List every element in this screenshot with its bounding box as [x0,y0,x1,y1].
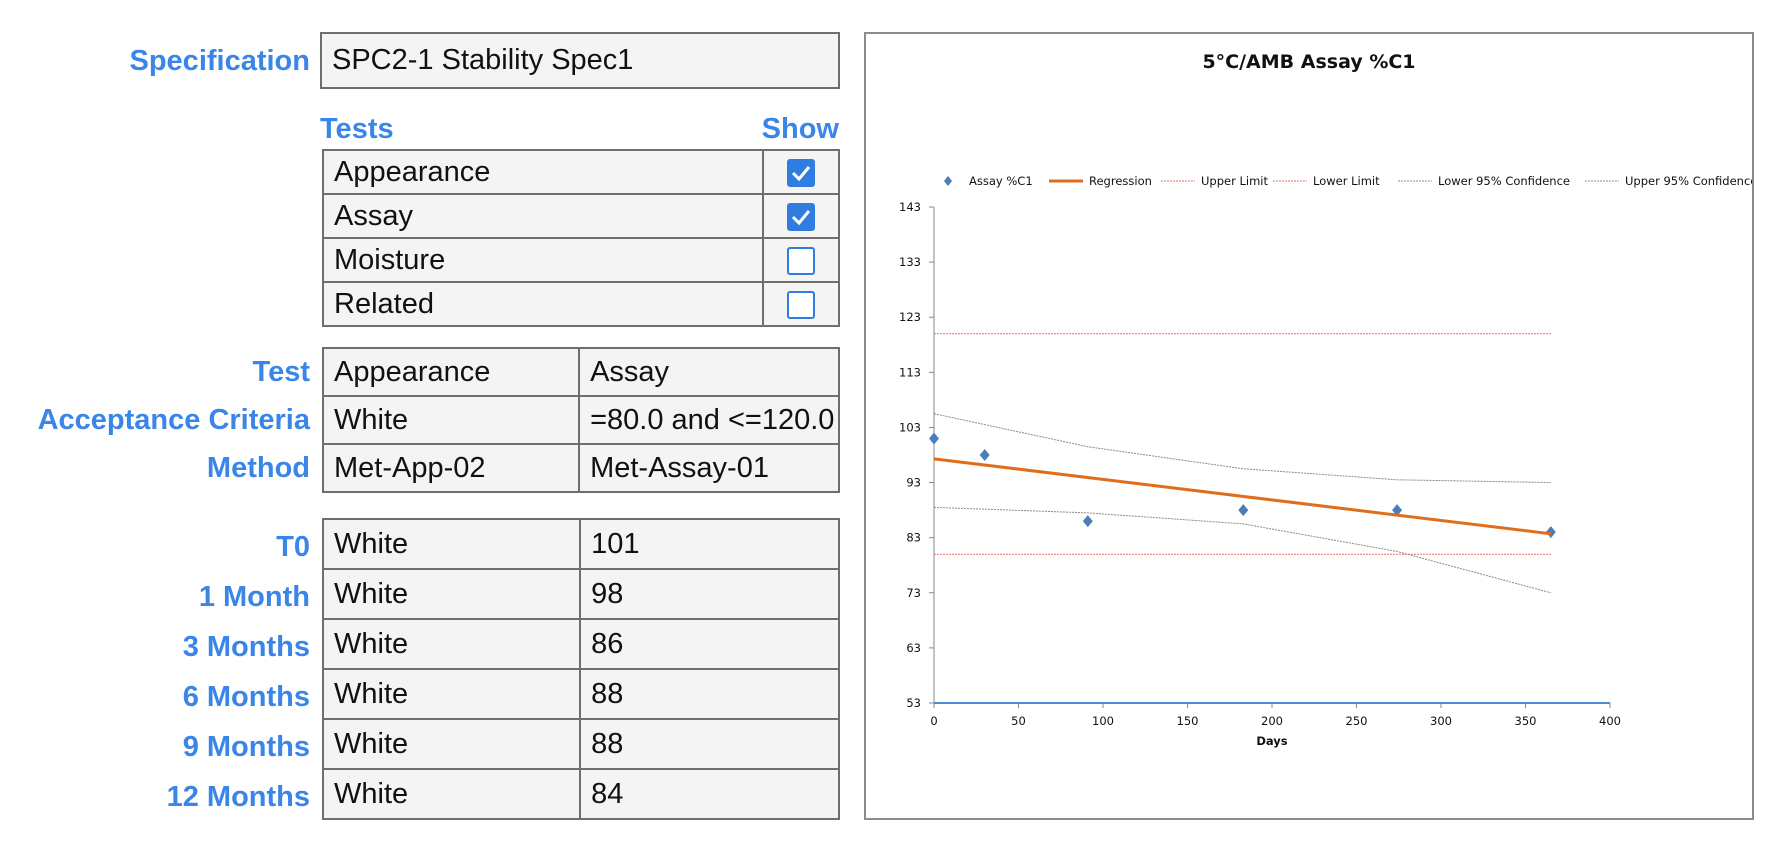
acceptance-criteria-cell: =80.0 and <=120.0 [578,395,840,445]
result-assay-cell: 86 [579,618,840,670]
y-tick-label: 63 [906,641,921,655]
checkmark-icon [791,209,811,225]
result-assay-cell: 88 [579,718,840,770]
y-tick-label: 143 [899,200,921,214]
show-cell [762,281,840,327]
result-assay-cell: 88 [579,668,840,720]
show-checkbox-appearance[interactable] [787,158,815,187]
result-row: White 86 [321,618,840,670]
test-item-label: Moisture [322,237,764,283]
test-name-cell: Assay [578,347,840,397]
x-tick-label: 100 [1092,714,1114,728]
chart-title: 5°C/AMB Assay %C1 [1202,51,1415,73]
legend-label: Upper 95% Confidence [1625,174,1752,188]
x-axis-label: Days [1256,734,1287,748]
acceptance-criteria-cell: White [321,395,581,445]
show-checkbox-assay[interactable] [787,202,815,231]
x-tick-label: 250 [1346,714,1368,728]
x-tick-label: 300 [1430,714,1452,728]
test-row-moisture: Moisture [322,237,840,283]
test-row-assay: Assay [322,193,840,239]
result-appearance-cell: White [321,768,582,820]
x-tick-label: 150 [1177,714,1199,728]
timepoint-label: 12 Months [166,781,310,813]
specification-value: SPC2-1 Stability Spec1 [332,44,634,76]
y-tick-label: 103 [899,420,921,434]
x-tick-label: 350 [1515,714,1537,728]
method-cell: Met-Assay-01 [578,443,840,493]
timepoint-label: 6 Months [182,681,310,713]
specification-label: Specification [129,45,311,77]
result-row: White 88 [321,718,840,770]
legend-swatch [944,176,952,186]
result-appearance-cell: White [321,568,582,620]
data-point-marker [1545,526,1556,539]
test-label: Test [252,356,310,388]
result-assay-cell: 101 [579,518,840,570]
y-tick-label: 73 [906,586,921,600]
checkmark-icon [791,165,811,181]
legend-label: Lower Limit [1313,174,1380,188]
test-item-label: Appearance [322,149,764,195]
legend-label: Assay %C1 [969,174,1033,188]
test-details-table: Appearance Assay White =80.0 and <=120.0… [321,347,840,493]
result-row: White 101 [321,518,840,570]
timepoint-label: 1 Month [198,581,310,613]
acceptance-criteria-label: Acceptance Criteria [37,404,310,436]
result-appearance-cell: White [321,668,582,720]
method-cell: Met-App-02 [321,443,581,493]
timepoint-label: T0 [276,531,310,563]
y-tick-label: 123 [899,310,921,324]
tests-table: Appearance Assay Moisture Related [322,149,840,327]
upper-95-confidence-line [933,413,1551,484]
data-point-marker [1392,504,1403,517]
data-point-marker [1082,515,1093,528]
regression-line [933,457,1552,536]
y-tick-label: 93 [906,476,921,490]
show-cell [762,149,840,195]
x-tick-label: 400 [1599,714,1621,728]
lower-95-confidence-line [933,506,1551,594]
timepoint-label: 3 Months [182,631,310,663]
assay-chart: 5°C/AMB Assay %C1 53 63 73 83 93 103 113 123 133 1… [899,51,1752,748]
data-point-marker [929,432,939,445]
result-row: White 98 [321,568,840,620]
legend-label: Upper Limit [1201,174,1268,188]
result-appearance-cell: White [321,518,582,570]
x-tick-label: 0 [930,714,937,728]
data-point-marker [1238,504,1249,517]
legend-label: Regression [1089,174,1152,188]
timepoint-label: 9 Months [182,731,310,763]
tests-header: Tests [320,113,394,145]
legend-label: Lower 95% Confidence [1438,174,1570,188]
test-row-appearance: Appearance [322,149,840,195]
y-tick-label: 53 [906,696,921,710]
chart-panel: 5°C/AMB Assay %C1 53 63 73 83 93 103 113 123 133 1… [864,32,1754,820]
y-tick-label: 83 [906,531,921,545]
test-item-label: Related [322,281,764,327]
show-cell [762,193,840,239]
result-appearance-cell: White [321,718,582,770]
method-label: Method [206,452,310,484]
test-item-label: Assay [322,193,764,239]
data-point-marker [979,449,990,461]
y-tick-label: 113 [899,365,921,379]
result-row: White 84 [321,768,840,820]
test-row-related: Related [322,281,840,327]
result-assay-cell: 98 [579,568,840,620]
x-tick-label: 200 [1261,714,1283,728]
results-table: White 101 White 98 White 86 White 88 White 88 Whit… [321,518,840,820]
result-row: White 88 [321,668,840,720]
test-name-cell: Appearance [321,347,581,397]
x-tick-label: 50 [1011,714,1026,728]
y-tick-label: 133 [899,255,921,269]
show-header: Show [761,113,839,145]
result-assay-cell: 84 [579,768,840,820]
result-appearance-cell: White [321,618,582,670]
show-checkbox-related[interactable] [787,290,815,319]
show-checkbox-moisture[interactable] [787,246,815,275]
show-cell [762,237,840,283]
specification-field[interactable]: SPC2-1 Stability Spec1 [320,32,840,89]
